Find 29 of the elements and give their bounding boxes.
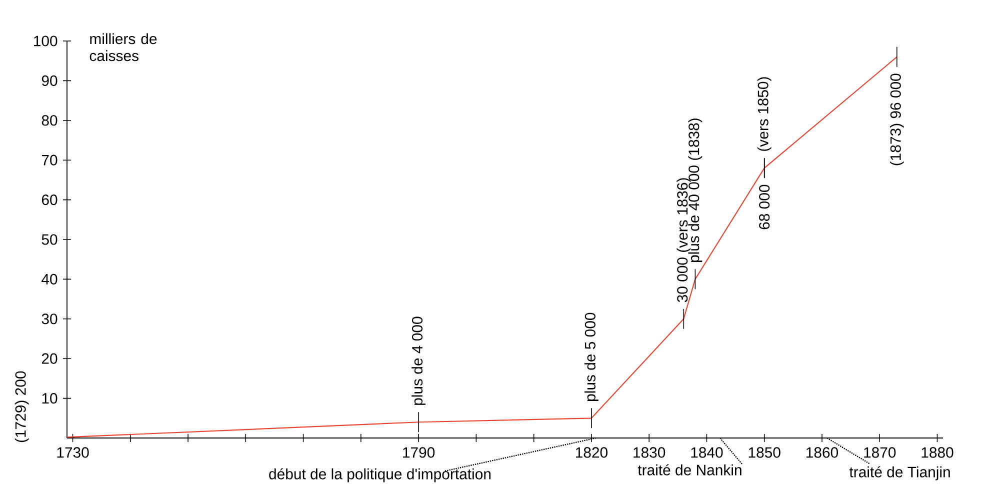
y-tick-label: 10 <box>42 393 58 404</box>
y-tick-label: 100 <box>34 36 58 46</box>
x-tick-label: 1880 <box>922 447 954 458</box>
x-tick-label: 1820 <box>576 447 608 458</box>
x-tick-label: 1850 <box>748 447 780 458</box>
x-tick-label: 1860 <box>806 447 838 458</box>
y-tick-label: 70 <box>42 154 58 166</box>
annotation: (vers 1850) <box>757 77 772 151</box>
x-tick-label: 1730 <box>57 447 89 458</box>
y-tick-label: 60 <box>42 194 58 206</box>
y-tick-label: 30 <box>42 314 58 324</box>
y-tick-label: 20 <box>42 353 58 364</box>
x-tick-label: 1870 <box>864 447 896 458</box>
text: traité de Nankin <box>638 464 742 476</box>
y-tick-label: 40 <box>42 274 58 284</box>
y-tick-label: 90 <box>42 75 58 86</box>
annotation: (1729) 200 <box>14 371 29 442</box>
annotation: plus de 5 000 <box>584 312 598 401</box>
x-tick-label: 1840 <box>691 447 723 458</box>
text: traité de Tianjin <box>849 466 950 480</box>
annotation: plus de 4 000 <box>412 316 426 405</box>
annotation: 68 000 <box>759 184 770 230</box>
annotation: (1873) 96 000 <box>890 74 904 166</box>
y-tick-label: 50 <box>42 234 58 245</box>
text: début de la politique d'importation <box>269 468 491 482</box>
y-axis-title: milliers de caisses <box>90 33 157 62</box>
x-tick-label: 1790 <box>403 447 435 458</box>
x-tick-label: 1830 <box>634 447 666 458</box>
y-tick-label: 80 <box>42 115 58 126</box>
